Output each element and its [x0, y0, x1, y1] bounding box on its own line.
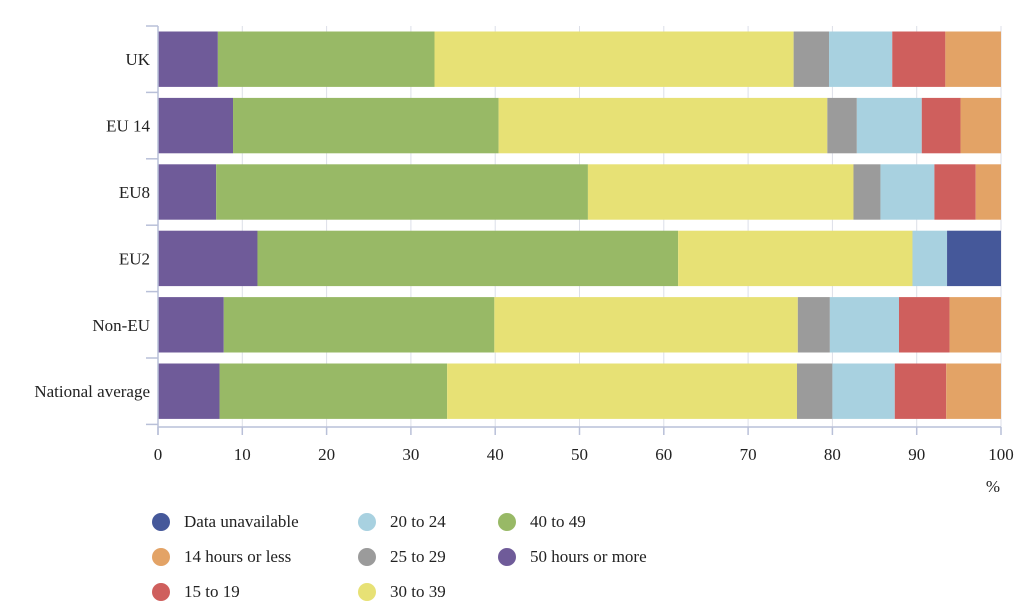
- bar-segment: [880, 164, 935, 220]
- legend: Data unavailable 14 hours or less 15 to 19…: [152, 510, 712, 610]
- stacked-bar-chart: UK EU 14 EU8 EU2 Non-EU National average 0 10 20…: [34, 25, 1014, 496]
- bar-segment: [960, 97, 1001, 154]
- x-tick-label: 100: [988, 445, 1014, 464]
- x-tick-label: 70: [740, 445, 757, 464]
- legend-item: 20 to 24: [358, 510, 446, 534]
- bar-segment: [947, 230, 1001, 287]
- legend-item: 50 hours or more: [498, 545, 647, 569]
- category-label: EU2: [119, 249, 150, 268]
- bar-segment: [494, 297, 798, 353]
- x-tick-label: 90: [908, 445, 925, 464]
- legend-swatch: [152, 583, 170, 601]
- legend-item: 30 to 39: [358, 580, 446, 604]
- bar-segment: [219, 363, 448, 419]
- bar-segment: [257, 230, 679, 287]
- tick-labels: UK EU 14 EU8 EU2 Non-EU National average 0 10 20…: [34, 50, 1013, 496]
- category-label: EU 14: [106, 117, 150, 136]
- legend-label: Data unavailable: [184, 512, 299, 531]
- category-label: UK: [125, 50, 150, 69]
- bar-segment: [945, 31, 1001, 87]
- bar-segment: [832, 363, 895, 419]
- bar-segment: [158, 164, 217, 220]
- bar-segment: [158, 363, 220, 419]
- bar-segment: [216, 164, 588, 220]
- bar-segment: [158, 230, 258, 287]
- x-axis-unit: %: [986, 477, 1000, 496]
- bar-segment: [498, 97, 828, 154]
- legend-item: 40 to 49: [498, 510, 586, 534]
- x-tick-label: 10: [234, 445, 251, 464]
- legend-label: 14 hours or less: [184, 547, 292, 566]
- bar-segment: [892, 31, 946, 87]
- bar-segment: [946, 363, 1001, 419]
- axes: [146, 25, 1002, 435]
- legend-swatch: [358, 583, 376, 601]
- bar-segment: [827, 97, 857, 154]
- bar-segment: [158, 97, 234, 154]
- category-label: National average: [34, 382, 150, 401]
- legend-label: 15 to 19: [184, 582, 240, 601]
- bar-segment: [898, 297, 950, 353]
- bar-segment: [678, 230, 913, 287]
- bar-segment: [797, 297, 830, 353]
- bar-segment: [975, 164, 1001, 220]
- category-label: Non-EU: [92, 316, 150, 335]
- bar-segment: [829, 31, 893, 87]
- bar-segment: [796, 363, 833, 419]
- bar-segment: [856, 97, 922, 154]
- bar-segment: [233, 97, 499, 154]
- legend-label: 50 hours or more: [530, 547, 647, 566]
- bar-segment: [158, 297, 224, 353]
- legend-item: 25 to 29: [358, 545, 446, 569]
- bar-segment: [217, 31, 435, 87]
- legend-swatch: [152, 548, 170, 566]
- bar-segment: [447, 363, 797, 419]
- bar-segment: [793, 31, 830, 87]
- bar-segment: [223, 297, 495, 353]
- legend-label: 30 to 39: [390, 582, 446, 601]
- legend-item: 14 hours or less: [152, 545, 291, 569]
- bar-segment: [829, 297, 899, 353]
- bar-segment: [853, 164, 881, 220]
- x-tick-label: 50: [571, 445, 588, 464]
- bar-segment: [894, 363, 947, 419]
- legend-label: 20 to 24: [390, 512, 446, 531]
- legend-label: 40 to 49: [530, 512, 586, 531]
- legend-swatch: [152, 513, 170, 531]
- legend-label: 25 to 29: [390, 547, 446, 566]
- bar-segment: [587, 164, 854, 220]
- legend-swatch: [498, 548, 516, 566]
- legend-swatch: [358, 548, 376, 566]
- x-tick-label: 80: [824, 445, 841, 464]
- legend-item: Data unavailable: [152, 510, 299, 534]
- x-tick-label: 20: [318, 445, 335, 464]
- bar-segment: [912, 230, 948, 287]
- bar-segment: [158, 31, 218, 87]
- x-tick-label: 40: [487, 445, 504, 464]
- bar-segment: [934, 164, 976, 220]
- bars: [158, 31, 1001, 419]
- gridlines: [241, 26, 1002, 427]
- x-tick-label: 60: [655, 445, 672, 464]
- legend-swatch: [358, 513, 376, 531]
- bar-segment: [921, 97, 961, 154]
- legend-item: 15 to 19: [152, 580, 240, 604]
- category-label: EU8: [119, 183, 150, 202]
- legend-swatch: [498, 513, 516, 531]
- bar-segment: [434, 31, 794, 87]
- x-tick-label: 0: [154, 445, 163, 464]
- x-tick-label: 30: [402, 445, 419, 464]
- bar-segment: [949, 297, 1001, 353]
